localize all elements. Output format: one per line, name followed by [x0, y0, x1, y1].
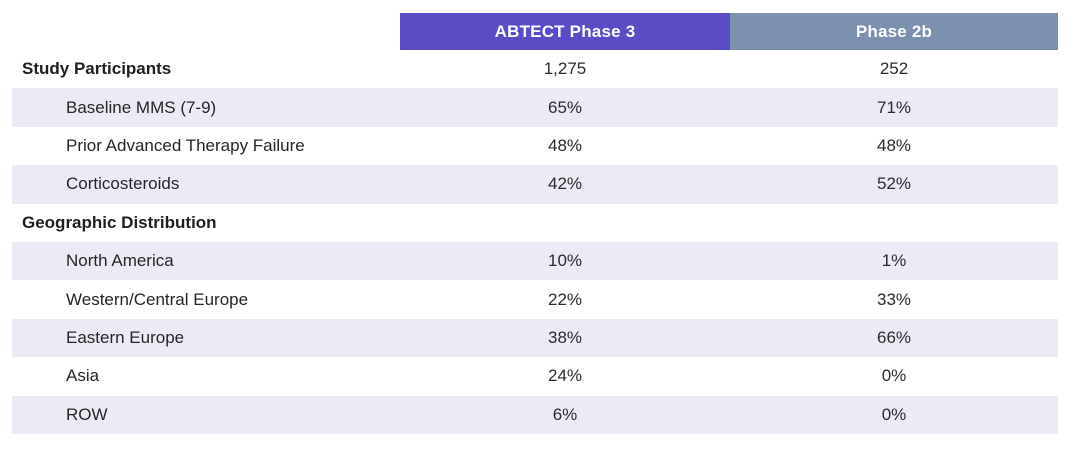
phase3-value: 48%	[547, 135, 583, 155]
phase3-value: 22%	[547, 289, 583, 309]
comparison-table: ABTECT Phase 3 Phase 2b Study Participan…	[12, 13, 1058, 434]
phase3-value: 42%	[547, 174, 583, 194]
table-row-western-central-europe: Western/Central Europe 22% 33%	[12, 280, 1058, 319]
header-cell-abtect-phase3: ABTECT Phase 3	[400, 13, 730, 50]
phase3-value: 38%	[547, 327, 583, 347]
table-row-geographic-distribution: Geographic Distribution	[12, 203, 1058, 242]
phase2b-value: 66%	[876, 327, 912, 347]
phase3-value: 10%	[547, 251, 583, 271]
row-label: Geographic Distribution	[22, 212, 217, 232]
phase2b-value: 71%	[876, 97, 912, 117]
phase3-value: 6%	[552, 404, 578, 424]
row-label: Corticosteroids	[66, 174, 180, 194]
table-row-baseline-mms: Baseline MMS (7-9) 65% 71%	[12, 88, 1058, 127]
phase2b-value: 48%	[876, 135, 912, 155]
table-body: Study Participants 1,275 252 Baseline MM…	[12, 50, 1058, 434]
phase2b-value: 0%	[881, 366, 907, 386]
phase2b-value: 1%	[881, 251, 907, 271]
row-label: Prior Advanced Therapy Failure	[66, 135, 305, 155]
table-row-row: ROW 6% 0%	[12, 395, 1058, 434]
row-label: Asia	[66, 366, 100, 386]
phase2b-value: 252	[879, 59, 909, 79]
table-row-study-participants: Study Participants 1,275 252	[12, 50, 1058, 89]
row-label: ROW	[66, 404, 108, 424]
table-row-prior-advanced-therapy-failure: Prior Advanced Therapy Failure 48% 48%	[12, 126, 1058, 166]
row-label: Eastern Europe	[66, 327, 185, 347]
row-label: North America	[66, 251, 174, 271]
row-label: Study Participants	[22, 59, 172, 79]
phase3-value: 65%	[547, 97, 583, 117]
phase3-value: 24%	[547, 366, 583, 386]
phase2b-value: 0%	[881, 404, 907, 424]
table-row-corticosteroids: Corticosteroids 42% 52%	[12, 165, 1058, 204]
header-spacer	[12, 13, 400, 50]
phase3-value: 1,275	[543, 59, 587, 79]
phase2b-value: 52%	[876, 174, 912, 194]
table-row-eastern-europe: Eastern Europe 38% 66%	[12, 318, 1058, 358]
table-header-row: ABTECT Phase 3 Phase 2b	[12, 13, 1058, 50]
table-row-north-america: North America 10% 1%	[12, 241, 1058, 281]
row-label: Baseline MMS (7-9)	[66, 97, 217, 117]
header-cell-phase2b: Phase 2b	[730, 13, 1058, 50]
phase2b-value: 33%	[876, 289, 912, 309]
row-label: Western/Central Europe	[66, 289, 249, 309]
table-row-asia: Asia 24% 0%	[12, 357, 1058, 396]
